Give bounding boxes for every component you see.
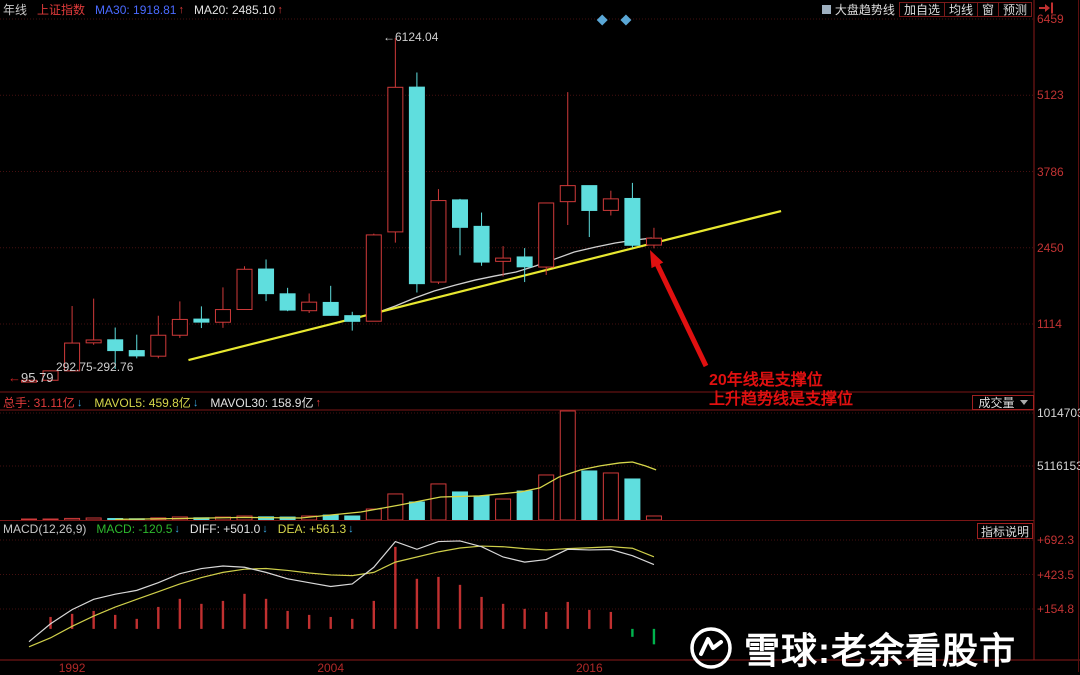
volume-total-readout: 总手: 31.11亿 ↓ xyxy=(3,394,82,411)
down-arrow-icon: ↓ xyxy=(348,523,354,535)
start-price-marker: ←95.79 xyxy=(8,370,54,385)
left-arrow-icon: ← xyxy=(383,30,395,44)
add-watchlist-button[interactable]: 加自选 xyxy=(898,2,945,17)
collapse-panel-icon[interactable] xyxy=(1038,2,1054,14)
dea-readout: DEA: +561.3 ↓ xyxy=(278,522,354,536)
volume-axis-label: 5116153 xyxy=(1037,459,1080,474)
down-arrow-icon: ↓ xyxy=(262,523,268,535)
down-arrow-icon: ↓ xyxy=(192,396,199,409)
support-annotation: 20年线是支撑位 上升趋势线是支撑位 xyxy=(709,371,853,409)
support-annotation-line1: 20年线是支撑位 xyxy=(709,372,823,389)
checkbox-icon[interactable] xyxy=(821,5,831,14)
ma-button[interactable]: 均线 xyxy=(943,2,978,17)
up-arrow-icon: ↑ xyxy=(277,3,283,16)
volume-axis-label: 1014703 xyxy=(1037,406,1080,420)
macd-header: MACD(12,26,9) MACD: -120.5 ↓ DIFF: +501.… xyxy=(3,522,354,536)
year-axis-label: 2016 xyxy=(575,661,603,675)
xueqiu-logo-icon xyxy=(690,627,732,669)
volume-total-value: 总手: 31.11亿 xyxy=(3,396,75,410)
main-chart-header: 年线 上证指数 MA30: 1918.81 ↑ MA20: 2485.10 ↑ xyxy=(3,1,283,18)
ma30-value: MA30: 1918.81 xyxy=(95,2,177,17)
volume-indicator-dropdown[interactable]: 成交量 xyxy=(972,395,1034,410)
ma20-readout: MA20: 2485.10 ↑ xyxy=(194,3,283,17)
indicator-help-label: 指标说明 xyxy=(980,524,1029,539)
dea-value: DEA: +561.3 xyxy=(277,522,347,536)
volume-indicator-label: 成交量 xyxy=(978,396,1015,410)
dropdown-arrow-icon xyxy=(1019,400,1028,405)
range-price-marker: 292.75-292.76 xyxy=(56,360,134,374)
high-price-value: 6124.04 xyxy=(395,30,439,44)
macd-readout: MACD: -120.5 ↓ xyxy=(96,522,180,536)
price-axis-label: 6459 xyxy=(1037,12,1064,26)
volume-header: 总手: 31.11亿 ↓ MAVOL5: 459.8亿 ↓ MAVOL30: 1… xyxy=(3,394,321,411)
ma30-readout: MA30: 1918.81 ↑ xyxy=(95,3,184,17)
toolbar: 大盘趋势线 加自选 均线 窗 预测 xyxy=(821,1,1032,18)
macd-value: MACD: -120.5 xyxy=(96,522,173,536)
mavol5-value: MAVOL5: 459.8亿 xyxy=(94,396,191,410)
support-annotation-line2: 上升趋势线是支撑位 xyxy=(709,391,854,408)
price-axis-label: 1114 xyxy=(1037,317,1062,331)
window-button[interactable]: 窗 xyxy=(976,2,999,17)
watermark-text: 雪球:老余看股市 xyxy=(744,630,1016,671)
mavol5-readout: MAVOL5: 459.8亿 ↓ xyxy=(94,394,198,411)
price-axis-label: 3786 xyxy=(1037,164,1064,179)
macd-axis-label: +423.5 xyxy=(1037,567,1075,582)
macd-params: MACD(12,26,9) xyxy=(3,522,87,536)
up-arrow-icon: ↑ xyxy=(315,396,321,409)
forecast-button[interactable]: 预测 xyxy=(997,2,1032,17)
mavol30-value: MAVOL30: 158.9亿 xyxy=(210,396,314,410)
year-axis-label: 1992 xyxy=(58,661,86,675)
mavol30-readout: MAVOL30: 158.9亿 ↑ xyxy=(210,394,321,411)
macd-axis-label: +154.8 xyxy=(1037,601,1075,616)
indicator-help-button[interactable]: 指标说明 xyxy=(977,523,1033,539)
down-arrow-icon: ↓ xyxy=(76,396,83,409)
start-price-value: 95.79 xyxy=(21,370,54,385)
watermark: 雪球:老余看股市 xyxy=(688,622,1016,674)
diff-value: DIFF: +501.0 xyxy=(189,522,261,536)
up-arrow-icon: ↑ xyxy=(178,3,184,16)
high-price-marker: ←6124.04 xyxy=(383,30,438,44)
macd-axis-label: +692.3 xyxy=(1037,533,1075,547)
left-arrow-icon: ← xyxy=(8,370,21,385)
ma20-value: MA20: 2485.10 xyxy=(193,2,276,17)
down-arrow-icon: ↓ xyxy=(174,523,180,535)
period-label: 年线 xyxy=(3,3,28,17)
diff-readout: DIFF: +501.0 ↓ xyxy=(190,522,268,536)
year-axis-label: 2004 xyxy=(317,661,345,675)
price-axis-label: 2450 xyxy=(1037,240,1064,255)
price-axis-label: 5123 xyxy=(1037,88,1064,103)
index-name: 上证指数 xyxy=(37,3,86,17)
trendline-toggle-label[interactable]: 大盘趋势线 xyxy=(834,3,895,17)
